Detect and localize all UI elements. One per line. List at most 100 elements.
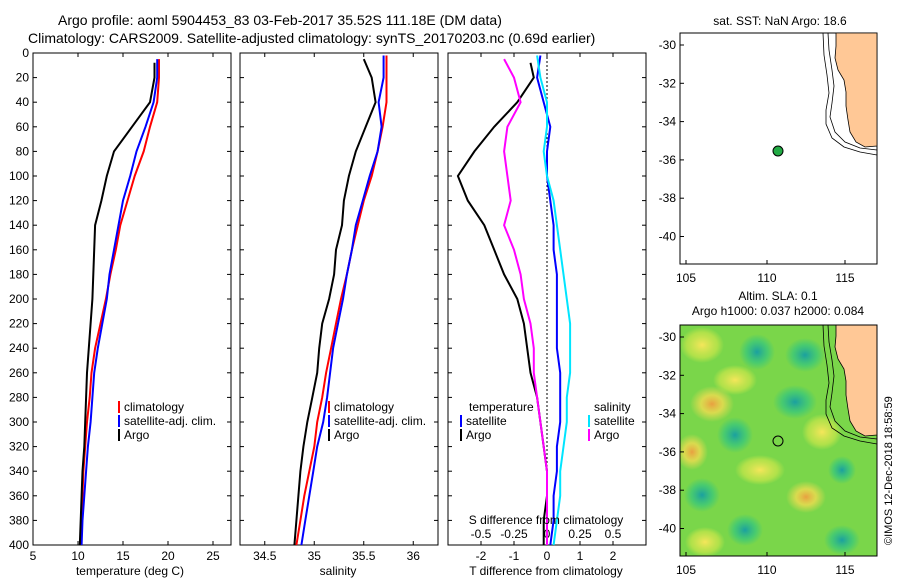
- x-tick-label: -1: [509, 549, 520, 563]
- sst-map-shelf-contour: [827, 32, 878, 151]
- temperature-axis-label: temperature (deg C): [76, 564, 184, 578]
- s-diff-tick-label: -0.25: [500, 527, 528, 541]
- map-y-tick-label: -32: [659, 368, 677, 382]
- x-tick-label: 20: [161, 549, 175, 563]
- salinity-x-axis: 34.5 35 35.5 36: [253, 53, 420, 563]
- legend-title-temperature: temperature: [469, 400, 534, 414]
- depth-tick-label: 60: [16, 120, 30, 134]
- depth-axis: 0 20 40 60 80 100 120 140 160 180 200 220 240 260 280 3…: [9, 46, 646, 552]
- map-x-tick-label: 105: [676, 271, 696, 285]
- x-tick-label: -2: [476, 549, 487, 563]
- series-line-argo: [293, 58, 377, 546]
- sst-map-x-axis: 105 110 115: [676, 260, 855, 285]
- depth-tick-label: 0: [22, 46, 29, 60]
- sst-argo-marker: [772, 145, 784, 157]
- legend-label-argo-t: Argo: [466, 428, 492, 442]
- legend-label-sat-t: satellite: [466, 414, 507, 428]
- difference-series: [456, 55, 572, 546]
- x-tick-label: 25: [206, 549, 220, 563]
- sla-map-title-1: Altim. SLA: 0.1: [738, 289, 818, 303]
- x-tick-label: 15: [116, 549, 130, 563]
- s-difference-axis-label: S difference from climatology: [469, 513, 624, 527]
- depth-tick-label: 40: [16, 95, 30, 109]
- sla-map-x-axis: 105 110 115: [676, 552, 855, 577]
- depth-tick-label: 100: [9, 169, 29, 183]
- title-line-1: Argo profile: aoml 5904453_83 03-Feb-201…: [58, 12, 502, 28]
- x-tick-label: 10: [71, 549, 85, 563]
- map-y-tick-label: -34: [659, 407, 677, 421]
- sla-map-frame: [679, 324, 878, 557]
- series-line-argo: [78, 62, 156, 546]
- depth-tick-label: 220: [9, 317, 29, 331]
- sla-map-shelf-contour: [827, 325, 877, 440]
- x-tick-label: 36: [407, 549, 421, 563]
- x-tick-label: 34.5: [253, 549, 277, 563]
- map-y-tick-label: -30: [659, 38, 677, 52]
- sst-map-title: sat. SST: NaN Argo: 18.6: [713, 14, 847, 28]
- depth-tick-label: 20: [16, 71, 30, 85]
- legend-label-argo-s: Argo: [594, 428, 620, 442]
- x-tick-label: 5: [30, 549, 37, 563]
- sla-map: [680, 325, 877, 556]
- sla-map-shelf-contour-outer: [822, 325, 877, 445]
- series-line-argo-t: [456, 62, 548, 545]
- x-tick-label: 1: [577, 549, 584, 563]
- map-y-tick-label: -32: [659, 76, 677, 90]
- sla-map-land: [834, 325, 877, 437]
- depth-tick-label: 320: [9, 440, 29, 454]
- series-line-climatology: [295, 55, 388, 546]
- sst-map-y-axis: -30 -32 -34 -36 -38 -40: [659, 38, 684, 244]
- sst-map-shelf-contour-outer: [822, 32, 878, 156]
- depth-tick-label: 140: [9, 218, 29, 232]
- legend-label-argo: Argo: [334, 428, 360, 442]
- map-y-tick-label: -36: [659, 445, 677, 459]
- depth-tick-label: 240: [9, 341, 29, 355]
- map-y-tick-label: -30: [659, 330, 677, 344]
- sla-map-y-axis: -30 -32 -34 -36 -38 -40: [659, 330, 684, 536]
- map-y-tick-label: -40: [659, 522, 677, 536]
- credit-text: ©IMOS 12-Dec-2018 18:58:59: [883, 396, 895, 545]
- map-y-tick-label: -40: [659, 230, 677, 244]
- map-x-tick-label: 115: [835, 563, 854, 577]
- series-line-satellite-t: [536, 55, 562, 546]
- depth-tick-label: 260: [9, 366, 29, 380]
- sla-map-title-2: Argo h1000: 0.037 h2000: 0.084: [692, 304, 864, 318]
- map-x-tick-label: 110: [757, 563, 776, 577]
- difference-legend: temperature satellite Argo salinity sate…: [460, 400, 635, 442]
- x-tick-label: 0: [544, 549, 551, 563]
- difference-axis-label: T difference from climatology: [469, 564, 623, 578]
- temperature-series: [78, 59, 160, 546]
- title-line-2: Climatology: CARS2009. Satellite-adjuste…: [28, 30, 595, 46]
- map-x-tick-label: 105: [676, 563, 696, 577]
- s-diff-tick-label: -0.5: [471, 527, 492, 541]
- depth-tick-label: 340: [9, 464, 29, 478]
- depth-tick-label: 400: [9, 538, 29, 552]
- sst-map: [679, 32, 878, 265]
- depth-tick-label: 120: [9, 194, 29, 208]
- s-diff-tick-label: 0.5: [605, 527, 622, 541]
- legend-label-satellite: satellite-adj. clim.: [334, 414, 426, 428]
- legend-label-argo: Argo: [124, 428, 150, 442]
- depth-tick-label: 280: [9, 390, 29, 404]
- depth-tick-label: 380: [9, 513, 29, 527]
- x-tick-label: 2: [610, 549, 617, 563]
- depth-tick-label: 200: [9, 292, 29, 306]
- legend-title-salinity: salinity: [594, 400, 631, 414]
- legend-label-climatology: climatology: [334, 400, 394, 414]
- depth-tick-label: 80: [16, 144, 30, 158]
- map-x-tick-label: 115: [835, 271, 854, 285]
- sla-argo-marker: [772, 435, 784, 447]
- salinity-axis-label: salinity: [320, 564, 357, 578]
- depth-tick-label: 360: [9, 489, 29, 503]
- series-line-satellite-s: [536, 55, 572, 546]
- legend-label-satellite: satellite-adj. clim.: [124, 414, 216, 428]
- s-diff-tick-label: 0.25: [568, 527, 592, 541]
- map-x-tick-label: 110: [757, 271, 776, 285]
- x-tick-label: 35.5: [352, 549, 376, 563]
- salinity-panel-frame: [239, 52, 439, 546]
- series-line-satellite-adj-clim-: [300, 55, 385, 546]
- map-y-tick-label: -38: [659, 483, 677, 497]
- map-y-tick-label: -36: [659, 153, 677, 167]
